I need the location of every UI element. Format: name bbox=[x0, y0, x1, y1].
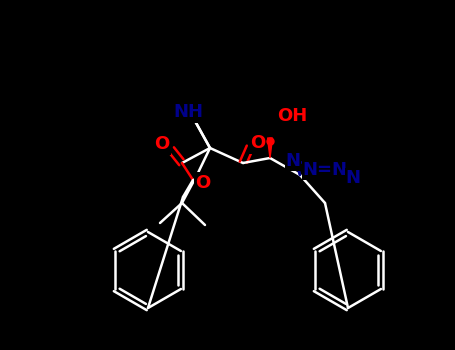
Text: N: N bbox=[285, 152, 300, 170]
Text: O: O bbox=[154, 135, 170, 153]
Text: N=N: N=N bbox=[303, 161, 348, 179]
Text: N: N bbox=[345, 169, 360, 187]
Text: OH: OH bbox=[277, 107, 307, 125]
Text: O: O bbox=[195, 174, 211, 192]
Polygon shape bbox=[268, 138, 273, 158]
Text: NH: NH bbox=[173, 103, 203, 121]
Text: O: O bbox=[250, 134, 266, 152]
